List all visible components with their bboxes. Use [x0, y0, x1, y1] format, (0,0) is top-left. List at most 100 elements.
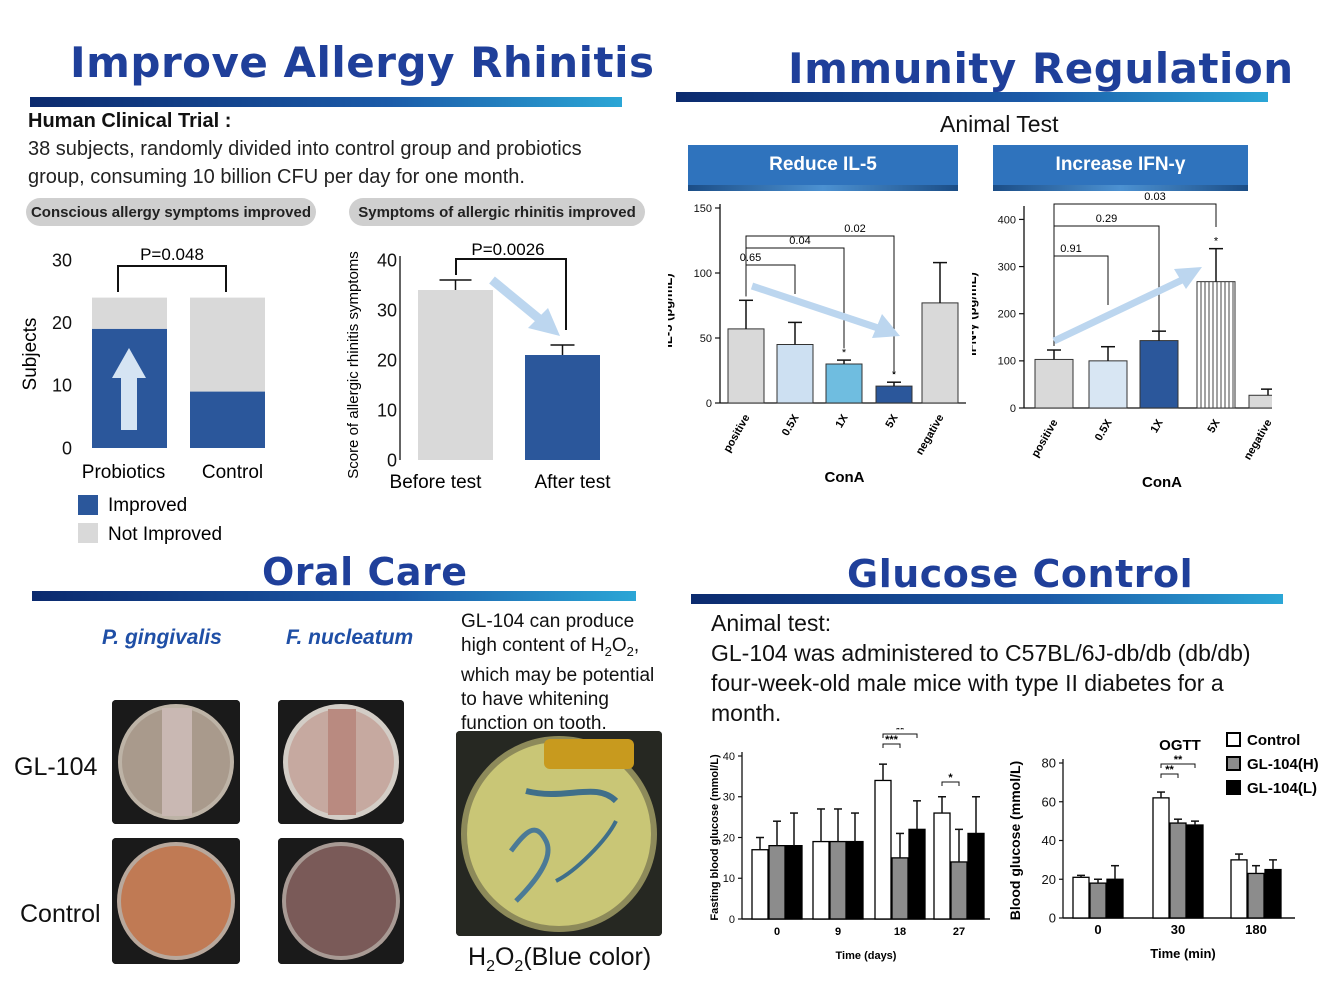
fasting-sig-label: *	[948, 772, 953, 784]
fasting-bar-gl-104(h)	[768, 845, 786, 920]
score-x-label: Before test	[390, 472, 483, 493]
ogtt-xlabel: Time (min)	[1150, 946, 1216, 961]
subjects-y-tick-label: 0	[62, 438, 72, 458]
score-p-bracket	[455, 258, 567, 330]
ifng-y-tick-label: 400	[998, 214, 1016, 226]
ifng-bar-negative	[1248, 394, 1272, 409]
fasting-ylabel: Fasting blood glucose (mmol/L)	[709, 754, 721, 921]
ogtt-x-tick-label: 30	[1171, 922, 1185, 937]
subjects-y-tick-label: 10	[52, 376, 72, 396]
ogtt-sig-label: **	[1174, 754, 1183, 766]
ogtt-bar-gl-104(l)	[1186, 824, 1204, 919]
fasting-y-tick-label: 0	[729, 914, 735, 926]
ogtt-y-tick-label: 0	[1049, 911, 1056, 926]
ifng-bar-positive	[1034, 358, 1074, 409]
fasting-bar-gl-104(l)	[846, 840, 864, 920]
score-y-tick-label: 30	[377, 300, 397, 320]
oral-title: Oral Care	[262, 550, 468, 594]
plate-control-fn	[278, 838, 404, 964]
fasting-bar-control	[933, 812, 951, 920]
bar-not-improved-control	[190, 297, 265, 392]
immunity-title-underline	[676, 92, 1268, 102]
fasting-bar-control	[751, 849, 769, 920]
il5-ylabel: IL-5 (pg/mL)	[668, 273, 675, 347]
subjects-y-tick-label: 20	[52, 313, 72, 333]
il5-bar-5X	[875, 385, 913, 404]
score-y-tick-label: 20	[377, 350, 397, 370]
bar-improved-control	[190, 391, 265, 448]
ifng-x-label: 0.5X	[1093, 417, 1115, 443]
fasting-bar-gl-104(l)	[908, 828, 926, 920]
oral-note-line-3: which may be potential	[461, 664, 655, 686]
ogtt-bar-control	[1072, 876, 1090, 919]
fasting-bar-gl-104(h)	[891, 857, 909, 920]
fasting-bar-gl-104(h)	[829, 840, 847, 920]
fasting-y-tick-label: 20	[723, 832, 735, 844]
fasting-chart: 0 10 20 30 40 0 9 18 27 Time (days) Fasting blood …	[709, 728, 990, 962]
ogtt-legend-label-1: GL-104(H)	[1247, 756, 1319, 773]
fasting-xlabel: Time (days)	[836, 950, 897, 962]
il5-y-tick-label: 150	[694, 203, 712, 215]
subjects-ylabel: Subjects	[20, 318, 41, 391]
il5-bracket-label: 0.02	[844, 223, 865, 235]
oral-note-line-5: function on tooth.	[461, 712, 607, 734]
oral-note-line-4: to have whitening	[461, 688, 609, 710]
fasting-bar-gl-104(l)	[785, 845, 803, 920]
ifng-x-label: 5X	[1205, 417, 1222, 435]
ifng-bracket	[1053, 255, 1109, 347]
fasting-sig-bracket	[882, 743, 901, 748]
ogtt-bar-gl-104(l)	[1264, 868, 1282, 919]
fasting-bar-gl-104(h)	[950, 861, 968, 920]
score-bar-1	[525, 355, 600, 460]
fasting-x-tick-label: 18	[894, 926, 906, 938]
ogtt-legend-label-0: Control	[1247, 732, 1300, 749]
ifng-bracket	[1053, 203, 1217, 347]
ifng-y-tick-label: 200	[998, 309, 1016, 321]
fasting-sig-bracket	[882, 733, 918, 738]
plate-gl104-fn	[278, 700, 404, 824]
subjects-x-label: Probiotics	[82, 462, 165, 483]
ogtt-sig-bracket	[1160, 763, 1196, 768]
trial-text-1: 38 subjects, randomly divided into contr…	[28, 138, 582, 160]
glucose-line-1: Animal test:	[711, 610, 832, 636]
ogtt-legend-swatch-2	[1226, 780, 1241, 795]
row-label-control: Control	[20, 900, 101, 928]
ogtt-sig-label: **	[1165, 764, 1174, 776]
il5-x-label: positive	[721, 413, 752, 455]
oral-note-line-2: high content of H2O2,	[461, 635, 640, 659]
ifng-trend-arrow-icon	[1174, 267, 1202, 289]
score-ylabel: Score of allergic rhinitis symptoms	[345, 251, 362, 479]
up-arrow-icon	[112, 348, 146, 430]
trial-text-2: group, consuming 10 billion CFU per day …	[28, 166, 525, 188]
legend-improved-swatch	[78, 495, 98, 515]
fasting-bar-control	[874, 779, 892, 920]
down-arrow-icon	[528, 308, 560, 336]
trial-label: Human Clinical Trial :	[28, 110, 232, 132]
score-p-value: P=0.0026	[471, 240, 544, 259]
ogtt-y-tick-label: 80	[1042, 756, 1056, 771]
il5-star: *	[892, 369, 897, 381]
fasting-y-tick-label: 40	[723, 751, 735, 763]
il5-x-label: 0.5X	[780, 412, 802, 438]
banner-increase-ifng: Increase IFN-γ	[993, 145, 1248, 191]
ogtt-title: OGTT	[1159, 737, 1201, 754]
fasting-y-tick-label: 10	[723, 873, 735, 885]
animal-test-label: Animal Test	[940, 111, 1059, 137]
ogtt-legend-swatch-0	[1226, 732, 1241, 747]
ifng-ylabel: IFN-γ (pg/mL)	[972, 272, 979, 356]
glucose-line-2: GL-104 was administered to C57BL/6J-db/d…	[711, 640, 1251, 666]
ifng-bracket-label: 0.91	[1060, 243, 1081, 255]
il5-bracket-label: 0.04	[789, 235, 810, 247]
subjects-chart: 0 10 20 30 Subjects Probiotics Control P=0.048 I…	[20, 245, 265, 545]
subjects-x-label: Control	[202, 462, 263, 483]
ogtt-ylabel: Blood glucose (mmol/L)	[1007, 761, 1023, 920]
ogtt-x-tick-label: 0	[1094, 922, 1101, 937]
legend-not-improved-label: Not Improved	[108, 524, 222, 545]
legend-improved-label: Improved	[108, 495, 187, 516]
h2o2-caption: H2O2(Blue color)	[468, 943, 652, 975]
il5-bar-negative	[921, 302, 959, 404]
allergy-title: Improve Allergy Rhinitis	[70, 38, 655, 87]
il5-bar-0.5X	[776, 344, 814, 404]
ogtt-legend-swatch-1	[1226, 756, 1241, 771]
ogtt-legend-label-2: GL-104(L)	[1247, 780, 1317, 797]
